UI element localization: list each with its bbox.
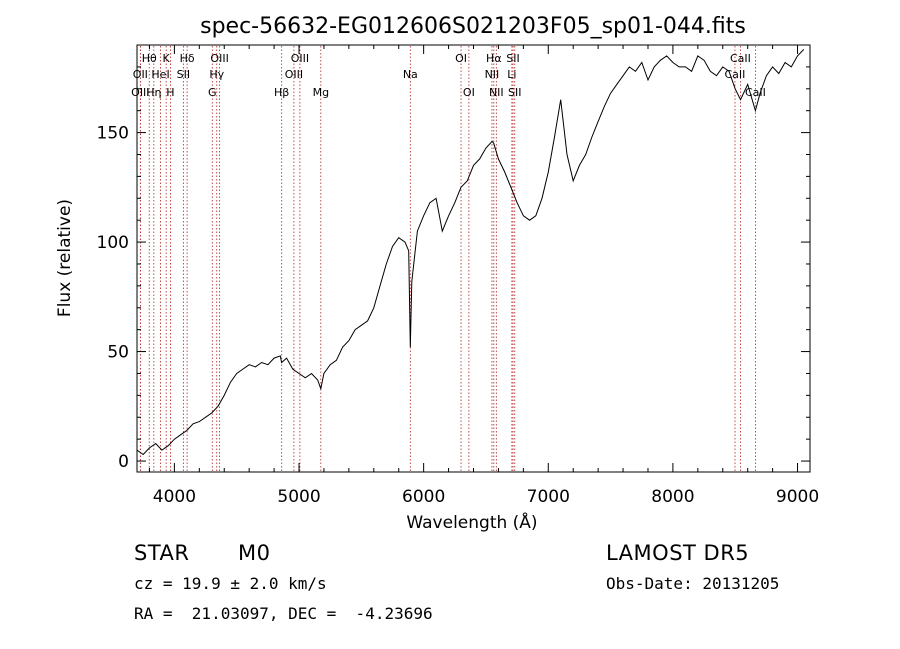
x-tick-label: 8000 xyxy=(651,487,694,507)
line-label: Hθ xyxy=(142,52,157,65)
y-axis: 0 50 100 150 xyxy=(97,66,810,472)
line-label: CaII xyxy=(725,68,746,81)
line-label: HeI xyxy=(151,68,169,81)
y-tick-label: 100 xyxy=(97,233,129,253)
line-label: Mg xyxy=(313,86,329,99)
x-tick-label: 6000 xyxy=(402,487,445,507)
x-tick-label: 7000 xyxy=(527,487,570,507)
y-tick-label: 50 xyxy=(107,343,129,363)
spectral-line-markers xyxy=(139,46,756,471)
line-label: Hα xyxy=(486,52,502,65)
line-label: OIII xyxy=(131,86,149,99)
line-label: H xyxy=(166,86,174,99)
line-label: Hη xyxy=(146,86,161,99)
line-label: OIII xyxy=(210,52,228,65)
line-label: NII xyxy=(489,86,504,99)
redshift-value: cz = 19.9 ± 2.0 km/s xyxy=(134,574,327,593)
object-subclass: M0 xyxy=(238,541,271,565)
observation-date: Obs-Date: 20131205 xyxy=(606,574,780,593)
coordinates: RA = 21.03097, DEC = -4.23696 xyxy=(134,604,433,623)
line-label: Hγ xyxy=(209,68,224,81)
line-label: K xyxy=(163,52,171,65)
x-axis-label: Wavelength (Å) xyxy=(406,511,537,533)
spectrum-line xyxy=(136,49,805,456)
line-label: CaII xyxy=(730,52,751,65)
y-axis-label: Flux (relative) xyxy=(55,199,75,317)
x-axis: 4000 5000 6000 7000 8000 9000 xyxy=(148,45,819,507)
line-label: Na xyxy=(403,68,418,81)
line-label: Hδ xyxy=(180,52,195,65)
line-label: SII xyxy=(506,52,519,65)
line-label: OIII xyxy=(285,68,303,81)
object-class: STAR xyxy=(134,541,190,565)
line-label: SII xyxy=(177,68,190,81)
survey-name: LAMOST DR5 xyxy=(606,541,750,565)
x-tick-label: 5000 xyxy=(277,487,320,507)
spectral-line-labels: Hθ K Hδ OIII OIII OI Hα SII CaII OII HeI SII Hγ OIII N… xyxy=(131,52,766,99)
y-tick-label: 0 xyxy=(118,452,129,472)
line-label: CaII xyxy=(745,86,766,99)
x-tick-label: 4000 xyxy=(153,487,196,507)
x-tick-label: 9000 xyxy=(776,487,819,507)
line-label: G xyxy=(208,86,217,99)
chart-title: spec-56632-EG012606S021203F05_sp01-044.f… xyxy=(200,14,746,39)
plot-frame xyxy=(136,44,811,473)
line-label: Hβ xyxy=(274,86,289,99)
line-label: Li xyxy=(507,68,516,81)
line-label: OII xyxy=(133,68,148,81)
line-label: NII xyxy=(485,68,500,81)
line-label: OIII xyxy=(291,52,309,65)
y-tick-label: 150 xyxy=(97,124,129,144)
line-label: OI xyxy=(463,86,475,99)
line-label: OI xyxy=(455,52,467,65)
line-label: SII xyxy=(508,86,521,99)
